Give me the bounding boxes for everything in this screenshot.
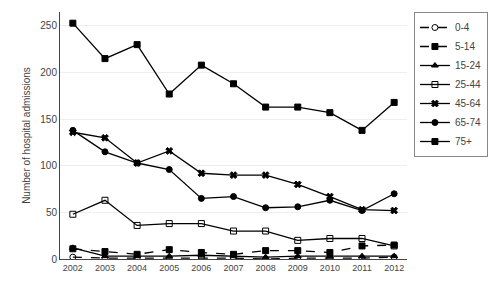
svg-text:2008: 2008: [256, 263, 276, 273]
svg-text:5-14: 5-14: [455, 41, 475, 52]
svg-text:2012: 2012: [384, 263, 404, 273]
svg-text:0-4: 0-4: [455, 22, 470, 33]
svg-text:200: 200: [40, 67, 57, 78]
svg-text:15-24: 15-24: [455, 60, 481, 71]
svg-text:50: 50: [46, 207, 58, 218]
svg-text:0: 0: [51, 254, 57, 265]
svg-text:2007: 2007: [223, 263, 243, 273]
svg-text:2006: 2006: [191, 263, 211, 273]
svg-text:2010: 2010: [320, 263, 340, 273]
svg-text:2011: 2011: [352, 263, 371, 273]
svg-text:2003: 2003: [95, 263, 115, 273]
svg-text:2009: 2009: [288, 263, 308, 273]
svg-text:45-64: 45-64: [455, 98, 481, 109]
svg-text:65-74: 65-74: [455, 117, 481, 128]
svg-text:2005: 2005: [159, 263, 179, 273]
svg-text:75+: 75+: [455, 136, 472, 147]
svg-text:2004: 2004: [127, 263, 147, 273]
svg-text:150: 150: [40, 114, 57, 125]
svg-text:250: 250: [40, 20, 57, 31]
svg-text:100: 100: [40, 160, 57, 171]
svg-text:2002: 2002: [63, 263, 83, 273]
svg-text:Number of hospital admissions: Number of hospital admissions: [21, 67, 32, 204]
svg-text:25-44: 25-44: [455, 79, 481, 90]
